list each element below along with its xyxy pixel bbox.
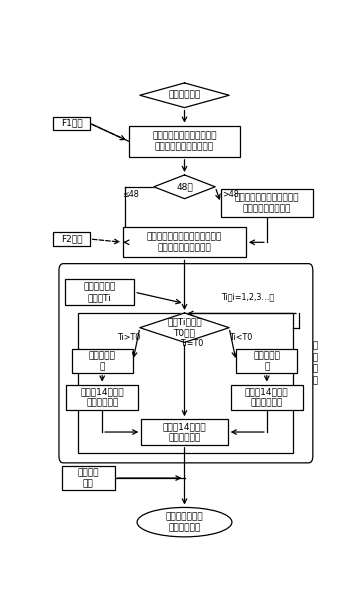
Text: Ti（i=1,2,3…）: Ti（i=1,2,3…） — [221, 293, 274, 301]
FancyBboxPatch shape — [236, 349, 297, 373]
Text: 开启预计算需要的冷却集管、相
应的侧喷、顶喷及气喷: 开启预计算需要的冷却集管、相 应的侧喷、顶喷及气喷 — [147, 232, 222, 253]
Text: 反
馈
计
算: 反 馈 计 算 — [312, 341, 318, 386]
Text: F2咬钢: F2咬钢 — [61, 235, 82, 243]
Text: 反馈控制计
算: 反馈控制计 算 — [253, 351, 280, 371]
FancyBboxPatch shape — [53, 116, 90, 130]
Text: Ti=T0: Ti=T0 — [180, 339, 203, 348]
Text: 增开第14组后半
部分相应集管: 增开第14组后半 部分相应集管 — [80, 387, 124, 407]
Text: 关闭第14组前半
部分相应集管: 关闭第14组前半 部分相应集管 — [245, 387, 289, 407]
FancyBboxPatch shape — [141, 419, 228, 445]
Text: 48组: 48组 — [176, 182, 193, 192]
FancyBboxPatch shape — [78, 314, 293, 453]
FancyBboxPatch shape — [123, 227, 246, 257]
FancyBboxPatch shape — [230, 384, 303, 410]
Text: 实测Ti与设定
T0比较: 实测Ti与设定 T0比较 — [167, 318, 202, 338]
Text: 外部结束
信号: 外部结束 信号 — [77, 468, 99, 488]
FancyBboxPatch shape — [62, 466, 115, 490]
Polygon shape — [140, 313, 229, 342]
Text: F1咬钢: F1咬钢 — [61, 119, 82, 128]
FancyBboxPatch shape — [59, 264, 313, 463]
Text: >48: >48 — [222, 190, 239, 200]
Polygon shape — [140, 83, 229, 108]
FancyBboxPatch shape — [66, 384, 139, 410]
Text: Ti<T0: Ti<T0 — [229, 333, 252, 342]
FancyBboxPatch shape — [129, 126, 240, 157]
FancyBboxPatch shape — [221, 188, 313, 217]
FancyBboxPatch shape — [72, 349, 133, 373]
Text: 模型设定结束，
恢复初始状态: 模型设定结束， 恢复初始状态 — [166, 512, 203, 532]
Text: 预计算出需要开启的密集、
常规层流冷却集管数: 预计算出需要开启的密集、 常规层流冷却集管数 — [235, 193, 299, 213]
FancyBboxPatch shape — [53, 232, 90, 246]
Text: 冷却模型启动: 冷却模型启动 — [168, 91, 201, 100]
FancyBboxPatch shape — [64, 279, 134, 305]
Text: 反馈控制计
算: 反馈控制计 算 — [89, 351, 116, 371]
Text: 预计算带钢冷却水量和需要
开启的密集冷却集管数量: 预计算带钢冷却水量和需要 开启的密集冷却集管数量 — [152, 131, 217, 152]
Ellipse shape — [137, 508, 232, 537]
Text: 保持第14组当前
集管开启数量: 保持第14组当前 集管开启数量 — [163, 422, 206, 442]
Polygon shape — [154, 175, 215, 199]
Text: Ti>T0: Ti>T0 — [117, 333, 140, 342]
Text: ≤48: ≤48 — [122, 190, 139, 200]
Text: 测温仪实测卷
取温度Ti: 测温仪实测卷 取温度Ti — [83, 282, 116, 302]
